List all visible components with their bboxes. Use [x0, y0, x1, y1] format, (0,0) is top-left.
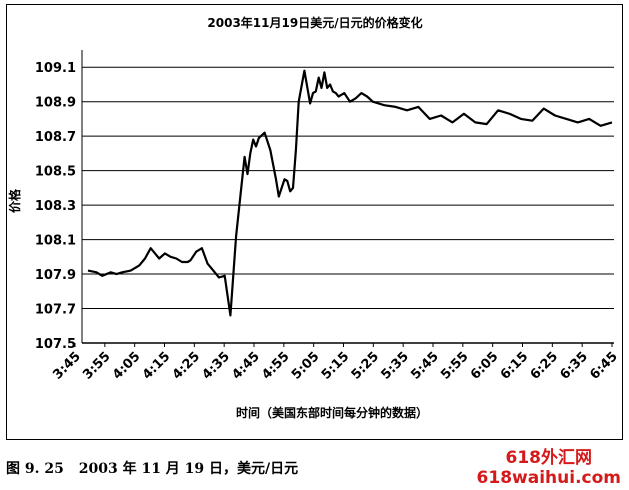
y-tick-label: 107.9	[35, 268, 76, 283]
figure-number: 图 9. 25	[6, 461, 64, 477]
x-tick-label: 5:15	[319, 349, 352, 382]
y-tick-label: 108.1	[35, 234, 76, 249]
x-axis-label: 时间（美国东部时间每分钟的数据）	[236, 405, 428, 420]
chart-title: 2003年11月19日美元/日元的价格变化	[207, 15, 422, 30]
y-axis-label: 价格	[7, 188, 22, 213]
chart-frame	[6, 4, 623, 440]
x-tick-label: 6:35	[558, 349, 591, 382]
x-tick-label: 5:25	[349, 349, 382, 382]
watermark-line-1: 618外汇网	[505, 448, 593, 468]
x-tick-label: 4:15	[140, 349, 173, 382]
y-tick-label: 108.5	[35, 165, 76, 180]
y-tick-label: 108.9	[35, 96, 76, 111]
x-tick-label: 5:45	[408, 349, 441, 382]
watermark-line-2: 618waihui.com	[476, 468, 621, 488]
x-tick-label: 3:45	[50, 349, 83, 382]
x-tick-label: 4:25	[170, 349, 203, 382]
x-tick-label: 6:15	[498, 349, 531, 382]
x-tick-label: 5:05	[289, 349, 322, 382]
figure-caption: 图 9. 25 2003 年 11 月 19 日，美元/日元	[6, 458, 308, 478]
x-tick-label: 3:55	[80, 349, 113, 382]
x-tick-label: 4:35	[200, 349, 233, 382]
site-watermark: 618外汇网 618waihui.com	[477, 448, 621, 488]
x-tick-label: 4:55	[259, 349, 292, 382]
x-tick-label: 6:45	[587, 349, 620, 382]
x-tick-label: 5:35	[379, 349, 412, 382]
x-tick-label: 6:25	[528, 349, 561, 382]
x-tick-label: 4:45	[229, 349, 262, 382]
price-line-chart: 2003年11月19日美元/日元的价格变化 107.5 107.7 107.9 108…	[7, 15, 621, 420]
x-tick-label: 4:05	[110, 349, 143, 382]
y-tick-label: 108.3	[35, 199, 76, 214]
usd-jpy-price-line	[87, 69, 613, 317]
x-tick-label: 5:55	[438, 349, 471, 382]
y-tick-label: 107.5	[35, 337, 76, 352]
y-tick-label: 109.1	[35, 61, 76, 76]
x-tick-label: 6:05	[468, 349, 501, 382]
y-tick-label: 107.7	[35, 303, 76, 318]
figure-caption-text: 2003 年 11 月 19 日，美元/日元	[78, 461, 299, 477]
y-tick-label: 108.7	[35, 130, 76, 145]
